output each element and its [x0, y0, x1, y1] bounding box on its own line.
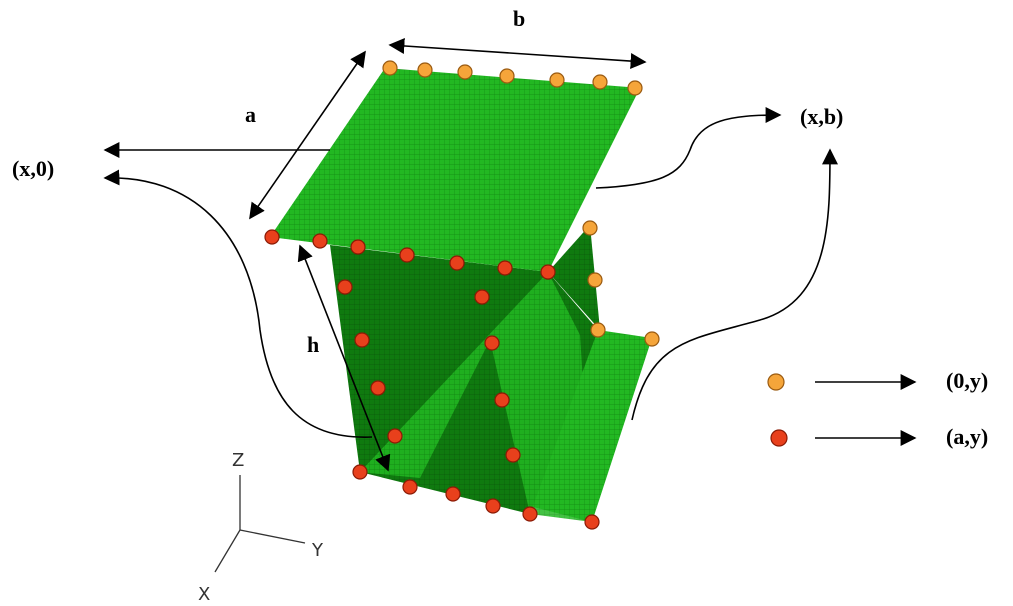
label-b: b — [513, 6, 525, 31]
node — [495, 393, 509, 407]
label-x0: (x,0) — [12, 156, 54, 181]
node — [486, 499, 500, 513]
axis-z: Z — [232, 450, 244, 471]
node — [450, 256, 464, 270]
axis-x: X — [198, 584, 210, 605]
node — [265, 230, 279, 244]
node — [550, 73, 564, 87]
label-xb: (x,b) — [800, 104, 843, 129]
legend-label: (0,y) — [946, 368, 988, 393]
node — [313, 234, 327, 248]
node — [403, 480, 417, 494]
axes — [215, 475, 305, 572]
node — [458, 65, 472, 79]
node — [446, 487, 460, 501]
node — [353, 465, 367, 479]
arrow-xb-curve — [632, 150, 830, 420]
node — [506, 448, 520, 462]
legend-label: (a,y) — [946, 424, 988, 449]
node — [593, 75, 607, 89]
node — [400, 248, 414, 262]
beam — [270, 68, 652, 522]
node — [485, 336, 499, 350]
arrow-xb — [596, 115, 780, 188]
legend-dot — [771, 430, 787, 446]
node — [523, 507, 537, 521]
node — [388, 429, 402, 443]
node — [338, 280, 352, 294]
node — [418, 63, 432, 77]
axis-y: Y — [311, 540, 324, 561]
node — [591, 323, 605, 337]
node — [541, 265, 555, 279]
label-a: a — [245, 102, 256, 127]
legend-dot — [768, 374, 784, 390]
node — [355, 333, 369, 347]
node — [475, 290, 489, 304]
node — [588, 273, 602, 287]
node — [645, 332, 659, 346]
node — [583, 221, 597, 235]
node — [351, 240, 365, 254]
node — [383, 61, 397, 75]
label-h: h — [307, 332, 319, 357]
dim-b — [390, 45, 645, 62]
node — [500, 69, 514, 83]
diagram: b a h (x,0) (x,b) (0,y) (a,y) Z Y X — [0, 0, 1013, 606]
node — [628, 81, 642, 95]
node — [371, 381, 385, 395]
node — [498, 261, 512, 275]
node — [585, 515, 599, 529]
